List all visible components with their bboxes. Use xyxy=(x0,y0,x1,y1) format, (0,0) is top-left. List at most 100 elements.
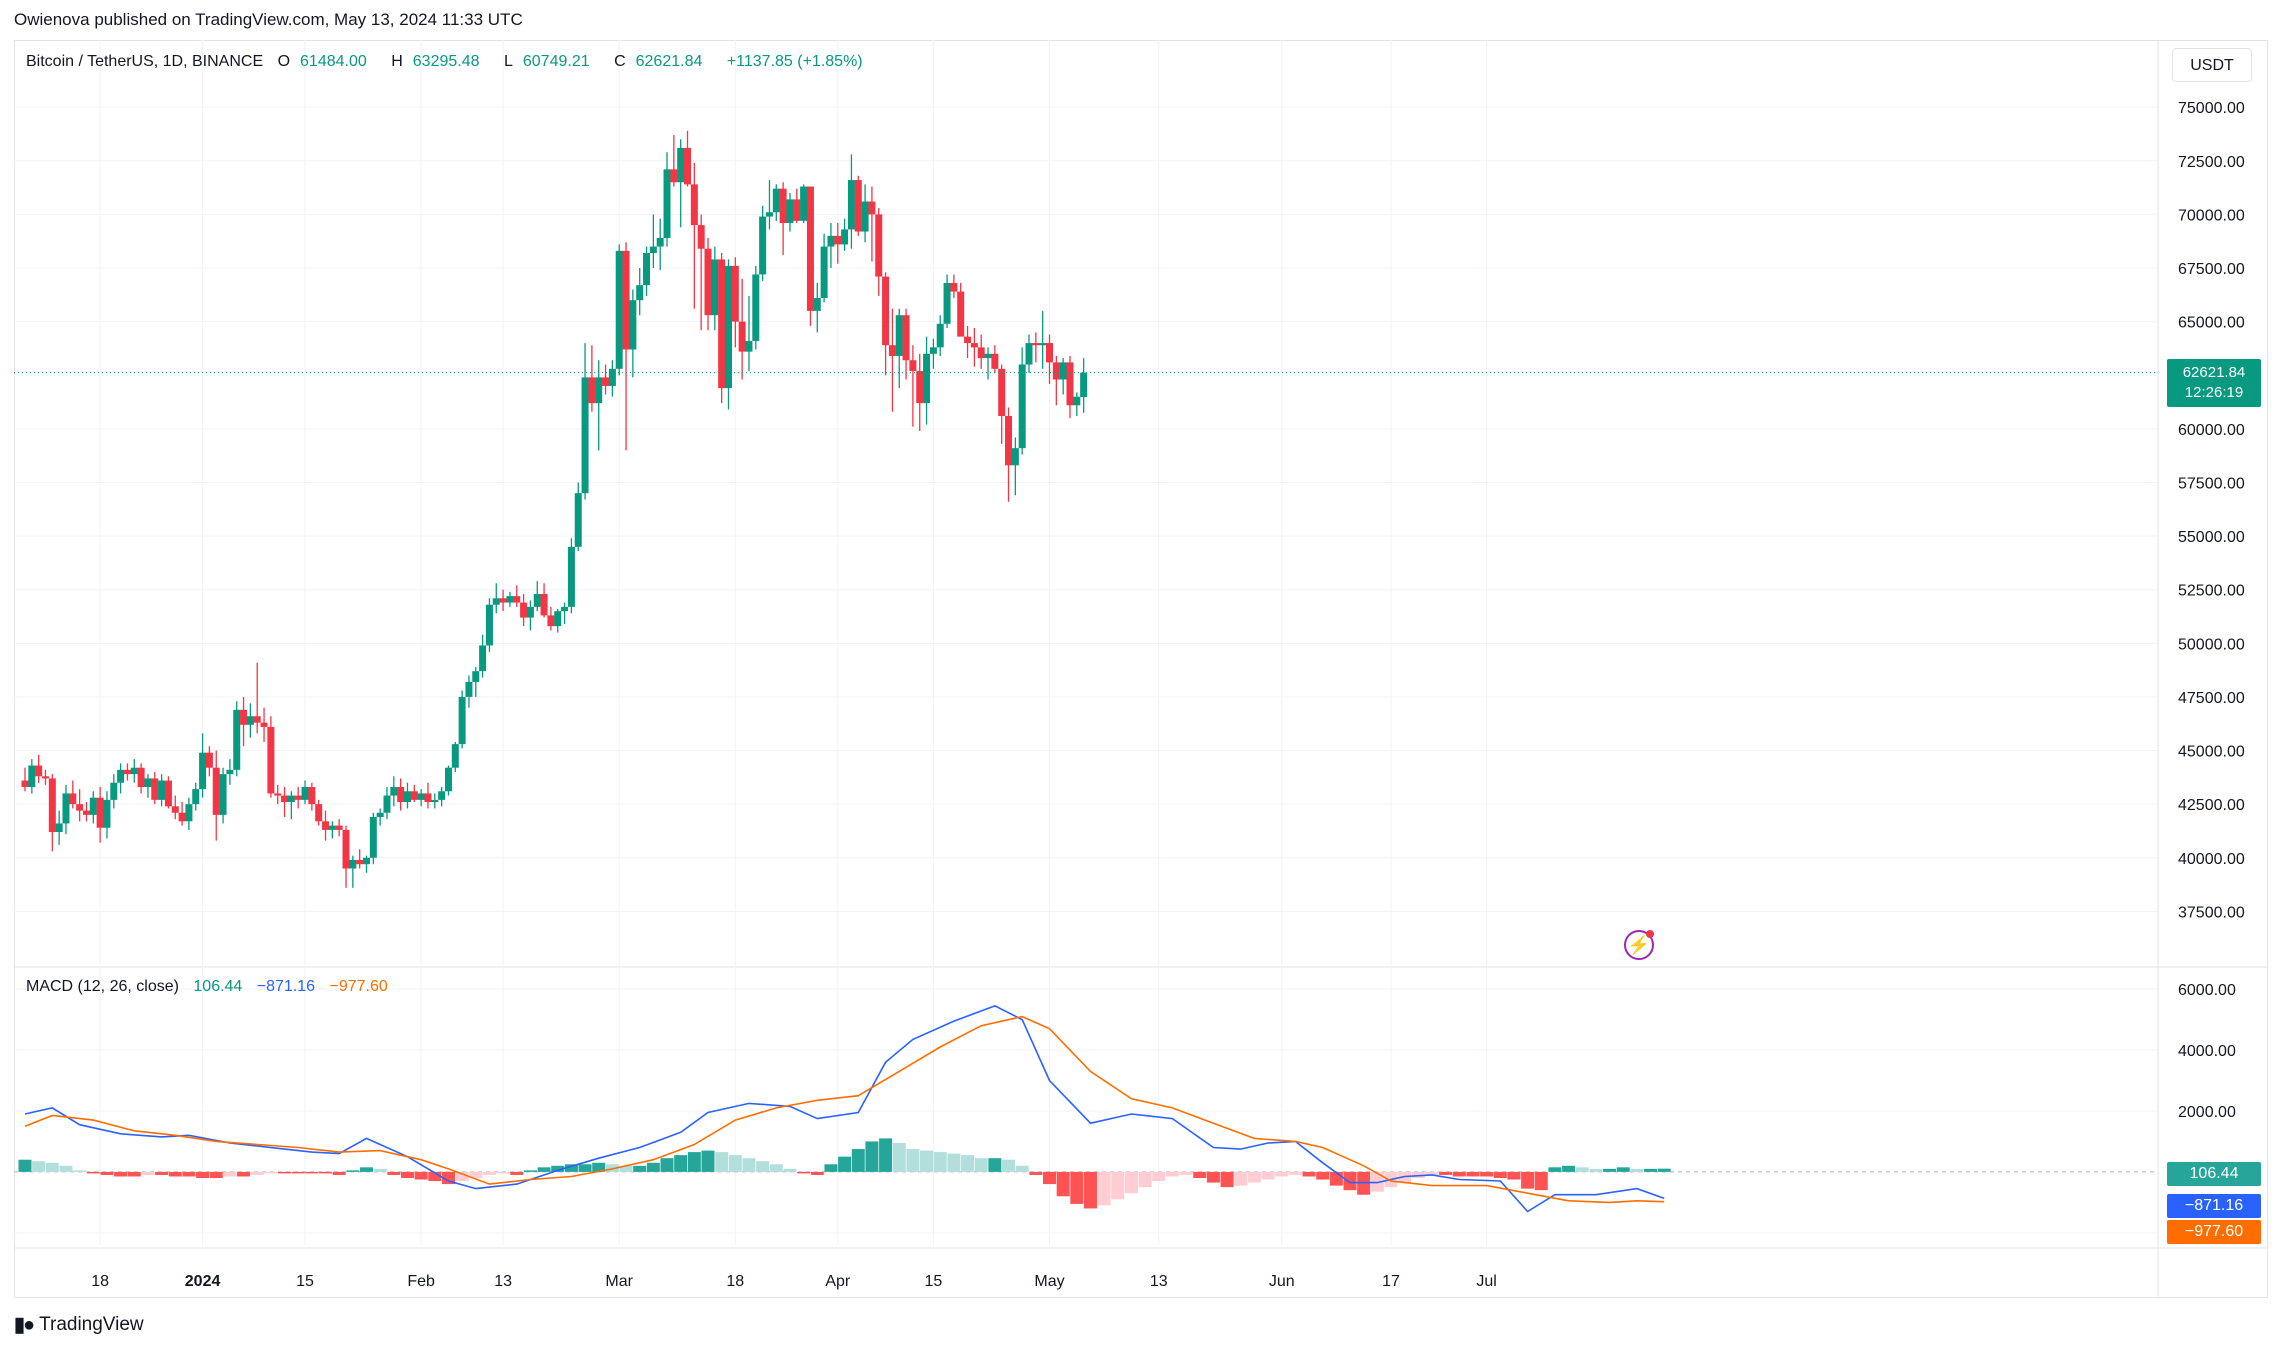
candle-body xyxy=(636,285,644,301)
candle-body xyxy=(62,793,70,824)
time-tick-label: 2024 xyxy=(185,1273,221,1290)
candle-body xyxy=(335,825,343,830)
candle-body xyxy=(287,795,295,803)
candle-body xyxy=(861,201,869,232)
candle-body xyxy=(171,806,179,813)
macd-histogram-bar xyxy=(1439,1171,1453,1175)
price-tick-label: 60000.00 xyxy=(2178,422,2245,439)
symbol-name: Bitcoin / TetherUS, 1D, BINANCE xyxy=(26,53,264,70)
candle xyxy=(1011,437,1019,496)
candle xyxy=(827,222,835,269)
candle-body xyxy=(28,765,36,787)
candle-body xyxy=(356,859,364,865)
macd-histogram-bar xyxy=(551,1165,565,1172)
time-tick-label: 13 xyxy=(494,1273,512,1290)
bar-countdown: 12:26:19 xyxy=(2184,384,2244,401)
candle xyxy=(130,759,138,783)
candle xyxy=(554,609,562,633)
candle-body xyxy=(185,804,193,822)
macd-histogram-bar xyxy=(633,1165,647,1172)
candle-body xyxy=(76,804,84,811)
time-tick-label: 18 xyxy=(91,1273,109,1290)
candle xyxy=(588,345,596,412)
time-tick-label: Jun xyxy=(1269,1273,1295,1290)
macd-indicator-name: MACD (12, 26, close) xyxy=(26,978,179,995)
candle xyxy=(929,338,937,369)
candle xyxy=(246,703,254,738)
candle xyxy=(1039,310,1047,369)
candle-body xyxy=(820,246,828,299)
macd-histogram-bar xyxy=(346,1170,360,1172)
candle-body xyxy=(526,606,534,618)
candle xyxy=(970,328,978,367)
candle-body xyxy=(485,604,493,646)
macd-histogram-bar xyxy=(947,1153,961,1172)
lightning-icon[interactable]: ⚡ xyxy=(1624,930,1654,960)
macd-histogram-bar xyxy=(18,1159,32,1172)
candle xyxy=(636,268,644,316)
candle-body xyxy=(212,767,220,815)
candle-body xyxy=(711,259,719,316)
candle-body xyxy=(117,769,125,783)
candle xyxy=(888,308,896,412)
macd-histogram-bar xyxy=(1548,1167,1562,1172)
candle xyxy=(813,283,821,333)
macd-histogram-bar xyxy=(373,1168,387,1172)
macd-histogram-bar xyxy=(1562,1165,1576,1172)
candle-body xyxy=(718,259,726,389)
candle-body xyxy=(178,812,186,822)
candle-body xyxy=(1005,415,1013,466)
candle xyxy=(438,787,446,807)
macd-histogram-bar xyxy=(1220,1171,1234,1188)
candle-body xyxy=(950,283,958,292)
candle xyxy=(1005,407,1013,502)
macd-histogram-bar xyxy=(1452,1171,1466,1177)
macd-histogram-bar xyxy=(1152,1171,1166,1182)
macd-tick-label: 4000.00 xyxy=(2178,1043,2236,1060)
candle-body xyxy=(1039,343,1047,346)
time-tick-label: Mar xyxy=(605,1273,633,1290)
macd-histogram-bar xyxy=(619,1165,633,1172)
candle-body xyxy=(588,377,596,404)
candle-body xyxy=(1073,396,1081,406)
price-tick-label: 57500.00 xyxy=(2178,475,2245,492)
candle-body xyxy=(943,283,951,324)
footer-brand[interactable]: ▮● TradingView xyxy=(14,1312,144,1337)
candle-body xyxy=(581,377,589,494)
candle xyxy=(458,690,466,749)
macd-histogram-bar xyxy=(291,1171,305,1174)
candle-body xyxy=(957,291,965,337)
candle-body xyxy=(123,769,131,775)
candle-body xyxy=(110,782,118,800)
currency-button[interactable]: USDT xyxy=(2172,48,2252,82)
candle xyxy=(506,591,514,607)
candle xyxy=(158,774,166,807)
candle xyxy=(308,782,316,811)
candle-body xyxy=(376,812,384,818)
macd-histogram-bar xyxy=(824,1164,838,1172)
candle-body xyxy=(1059,362,1067,380)
candle-body xyxy=(615,250,623,369)
candle xyxy=(403,782,411,809)
high-label: H xyxy=(391,53,403,70)
candle xyxy=(677,139,685,228)
candle xyxy=(615,244,623,376)
candle-body xyxy=(233,709,241,770)
macd-histogram-bar xyxy=(1206,1171,1220,1183)
candle xyxy=(35,754,43,783)
candle xyxy=(793,188,801,223)
publisher-line: Owienova published on TradingView.com, M… xyxy=(14,10,523,29)
candle xyxy=(936,315,944,356)
candle-body xyxy=(82,810,90,815)
candle-body xyxy=(89,797,97,815)
symbol-legend: Bitcoin / TetherUS, 1D, BINANCE O 61484.0… xyxy=(26,53,873,71)
macd-histogram-bar xyxy=(1097,1171,1111,1206)
candle-body xyxy=(1025,343,1033,365)
candle-body xyxy=(192,789,200,805)
macd-histogram-bar xyxy=(482,1171,496,1175)
candle xyxy=(1066,355,1074,419)
candle-body xyxy=(595,377,603,404)
candle-body xyxy=(663,169,671,238)
candle xyxy=(984,347,992,380)
